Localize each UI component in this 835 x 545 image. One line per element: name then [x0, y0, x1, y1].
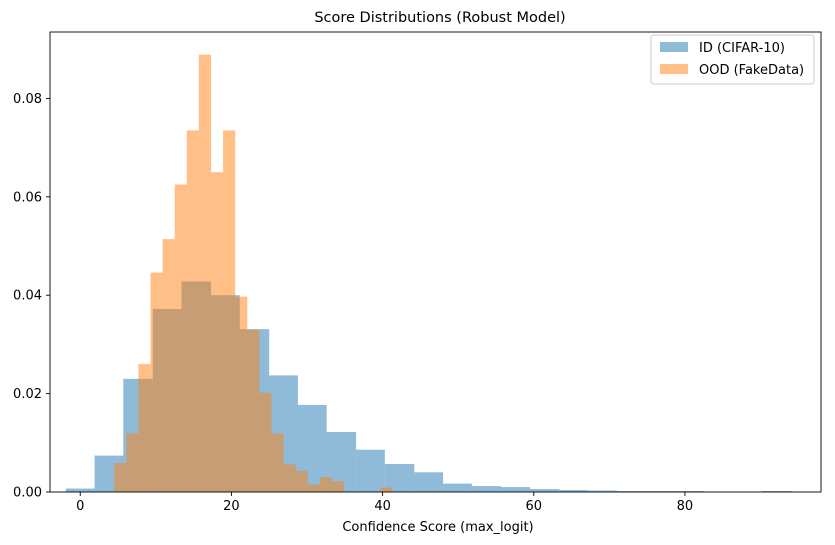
legend: ID (CIFAR-10) OOD (FakeData) [650, 34, 815, 85]
bar-ood-16 [307, 484, 320, 492]
plot-frame [49, 31, 822, 493]
legend-swatch-id [660, 42, 688, 52]
bar-ood-11 [247, 329, 260, 492]
x-tick-label-1: 20 [223, 499, 240, 514]
x-tick-label-3: 60 [525, 499, 542, 514]
bar-ood-9 [223, 130, 236, 492]
bar-ood-3 [150, 272, 163, 492]
bar-ood-1 [126, 433, 139, 492]
bar-id-17 [559, 490, 589, 492]
bar-id-20 [646, 491, 676, 492]
bar-id-15 [501, 487, 530, 492]
bar-id-12 [414, 472, 444, 492]
bar-ood-4 [162, 239, 175, 492]
bar-ood-10 [235, 296, 248, 492]
bar-ood-15 [295, 470, 308, 492]
legend-label-id: ID (CIFAR-10) [699, 41, 785, 56]
bar-id-0 [65, 488, 95, 492]
bar-ood-12 [259, 392, 272, 492]
x-tick-label-2: 40 [374, 499, 391, 514]
bars-group [65, 54, 792, 492]
bar-id-14 [471, 486, 502, 492]
bar-id-10 [356, 449, 385, 492]
bar-ood-6 [186, 130, 199, 492]
bar-ood-22 [380, 487, 393, 492]
y-tick-label-3: 0.06 [13, 190, 42, 205]
bar-ood-5 [174, 184, 187, 492]
bar-id-13 [443, 483, 472, 492]
bar-id-11 [384, 463, 415, 492]
x-axis: 0 20 40 60 80 [76, 492, 693, 514]
bar-ood-2 [138, 364, 151, 492]
bar-id-16 [529, 489, 560, 492]
bar-ood-7 [198, 54, 211, 492]
bar-id-19 [616, 491, 647, 492]
legend-swatch-ood [660, 64, 688, 74]
bar-id-21 [675, 491, 705, 492]
legend-box [650, 34, 815, 85]
bar-ood-8 [211, 172, 224, 492]
bar-ood-0 [114, 462, 127, 492]
legend-label-ood: OOD (FakeData) [699, 63, 804, 78]
y-tick-label-2: 0.04 [13, 289, 42, 304]
bar-ood-18 [331, 481, 345, 492]
y-axis: 0.00 0.02 0.04 0.06 0.08 [13, 92, 50, 501]
bar-id-18 [588, 490, 617, 492]
x-tick-label-0: 0 [76, 499, 84, 514]
chart-title: Score Distributions (Robust Model) [314, 10, 565, 26]
bar-id-24 [762, 491, 792, 492]
bar-ood-14 [283, 464, 296, 492]
y-tick-label-0: 0.00 [13, 486, 42, 501]
x-tick-label-4: 80 [677, 499, 694, 514]
y-tick-label-4: 0.08 [13, 92, 42, 107]
x-axis-title: Confidence Score (max_logit) [342, 520, 533, 535]
y-tick-label-1: 0.02 [13, 387, 42, 402]
bar-ood-13 [271, 433, 284, 492]
bar-ood-17 [319, 477, 332, 492]
